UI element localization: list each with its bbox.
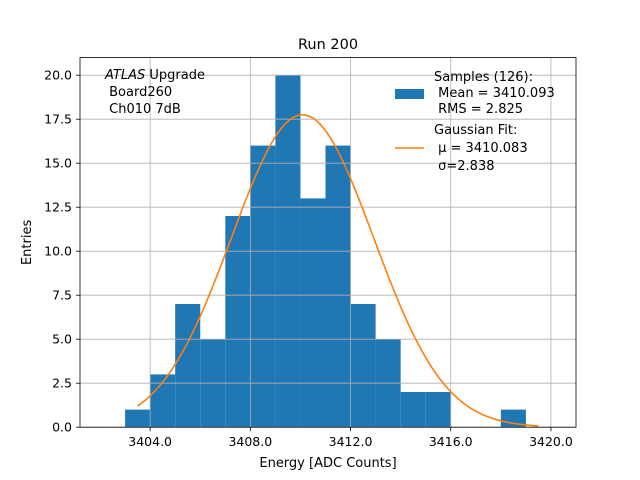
histogram-bar <box>125 409 151 428</box>
annotation-upgrade: Upgrade <box>145 68 205 83</box>
histogram-bar <box>350 304 376 428</box>
bars-layer <box>125 75 526 428</box>
legend-fit-sigma: σ=2.838 <box>434 159 494 174</box>
histogram-bar <box>300 198 326 428</box>
y-tick-label: 0.0 <box>52 420 72 435</box>
legend-samples-mean: Mean = 3410.093 <box>434 86 555 101</box>
histogram-bar <box>400 392 426 428</box>
legend-fit-title: Gaussian Fit: <box>434 123 517 138</box>
svg-text:ATLAS Upgrade: ATLAS Upgrade <box>104 68 205 83</box>
histogram-bar <box>425 392 451 428</box>
annotation-atlas: ATLAS <box>104 68 145 83</box>
x-tick-label: 3420.0 <box>529 434 573 449</box>
annotation-board: Board260 <box>105 85 172 100</box>
y-axis-label: Entries <box>20 220 35 266</box>
y-tick-label: 10.0 <box>44 244 72 259</box>
histogram-bar <box>225 216 251 428</box>
histogram-bar <box>250 145 276 428</box>
ticks-layer: 3404.0 3408.0 3412.0 3416.0 3420.0 0.0 2.5 5.0 7… <box>44 68 573 450</box>
y-tick-label: 20.0 <box>44 68 72 83</box>
y-tick-label: 12.5 <box>44 200 72 215</box>
gaussian-fit-curve <box>137 114 539 427</box>
legend-samples-rms: RMS = 2.825 <box>434 102 523 117</box>
histogram-bar <box>175 304 201 428</box>
legend-fit-mu: μ = 3410.083 <box>434 141 528 156</box>
atlas-annotation: ATLAS Upgrade Board260 Ch010 7dB <box>104 68 205 117</box>
x-tick-label: 3416.0 <box>429 434 473 449</box>
y-tick-label: 15.0 <box>44 156 72 171</box>
y-tick-label: 17.5 <box>44 112 72 127</box>
chart-title: Run 200 <box>298 37 358 53</box>
legend-samples-title: Samples (126): <box>434 70 533 85</box>
y-tick-label: 2.5 <box>52 376 72 391</box>
legend-samples-swatch <box>395 89 424 99</box>
annotation-channel: Ch010 7dB <box>105 102 181 117</box>
x-tick-label: 3404.0 <box>128 434 172 449</box>
x-tick-label: 3412.0 <box>329 434 373 449</box>
y-tick-label: 5.0 <box>52 332 72 347</box>
fit-layer <box>137 114 539 427</box>
x-axis-label: Energy [ADC Counts] <box>259 456 396 471</box>
x-tick-label: 3408.0 <box>228 434 272 449</box>
y-tick-label: 7.5 <box>52 288 72 303</box>
plot-frame <box>79 57 577 428</box>
histogram-bar <box>325 145 351 428</box>
legend: Samples (126): Mean = 3410.093 RMS = 2.8… <box>395 70 555 174</box>
